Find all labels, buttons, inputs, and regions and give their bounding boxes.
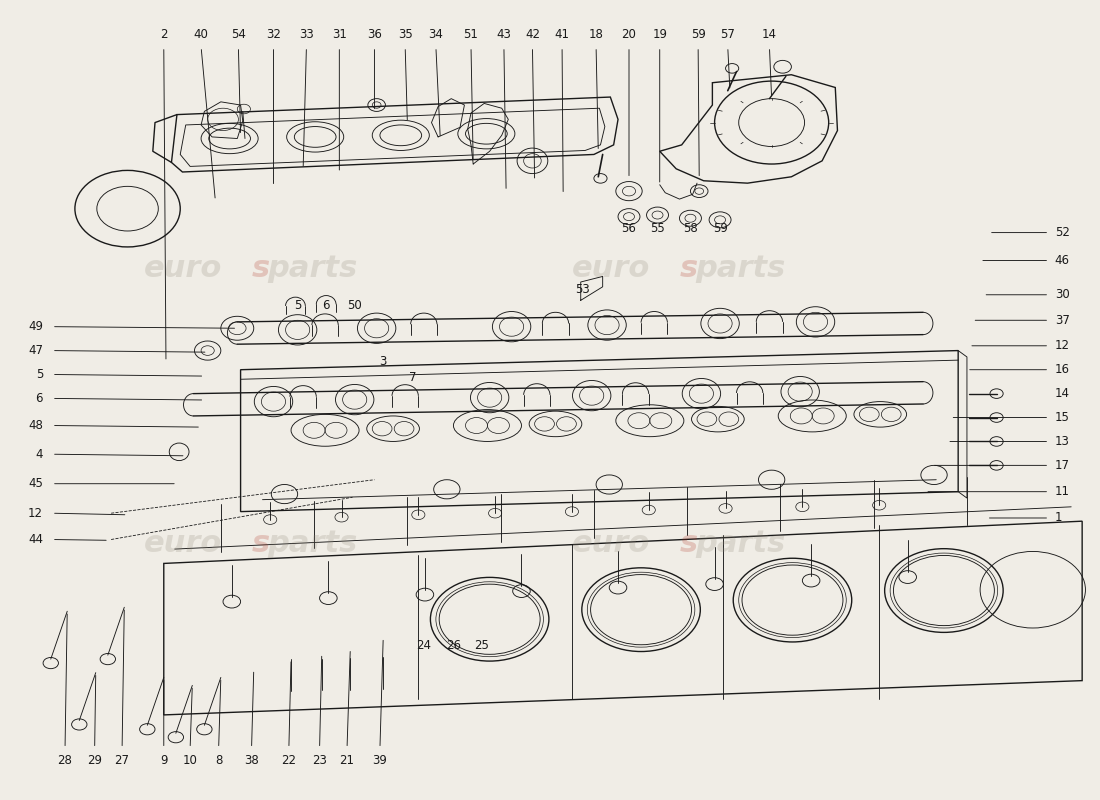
- Text: s: s: [252, 529, 270, 558]
- Text: 26: 26: [446, 639, 461, 652]
- Text: 46: 46: [1055, 254, 1069, 267]
- Text: 39: 39: [373, 754, 387, 767]
- Text: 57: 57: [720, 28, 735, 42]
- Text: 45: 45: [29, 478, 43, 490]
- Text: 7: 7: [409, 371, 417, 384]
- Text: 5: 5: [294, 299, 301, 313]
- Text: 35: 35: [398, 28, 412, 42]
- Text: 43: 43: [496, 28, 512, 42]
- Text: 13: 13: [1055, 435, 1069, 448]
- Text: 5: 5: [35, 368, 43, 381]
- Text: 52: 52: [1055, 226, 1069, 239]
- Text: 22: 22: [282, 754, 296, 767]
- Text: parts: parts: [695, 254, 785, 283]
- Text: 21: 21: [340, 754, 354, 767]
- Text: 2: 2: [160, 28, 167, 42]
- Text: 53: 53: [575, 283, 591, 297]
- Text: 59: 59: [713, 222, 727, 235]
- Text: 15: 15: [1055, 411, 1069, 424]
- Text: s: s: [680, 529, 697, 558]
- Text: 34: 34: [429, 28, 443, 42]
- Text: 58: 58: [683, 222, 697, 235]
- Text: 41: 41: [554, 28, 570, 42]
- Text: 8: 8: [214, 754, 222, 767]
- Text: 50: 50: [348, 299, 362, 313]
- Text: euro: euro: [572, 254, 650, 283]
- Text: 36: 36: [367, 28, 382, 42]
- Text: 9: 9: [160, 754, 167, 767]
- Text: 48: 48: [29, 419, 43, 432]
- Text: 30: 30: [1055, 288, 1069, 302]
- Text: 10: 10: [183, 754, 198, 767]
- Text: 11: 11: [1055, 485, 1069, 498]
- Text: parts: parts: [267, 254, 358, 283]
- Text: s: s: [680, 254, 697, 283]
- Text: 20: 20: [621, 28, 637, 42]
- Text: 38: 38: [244, 754, 258, 767]
- Text: 37: 37: [1055, 314, 1069, 326]
- Text: 1: 1: [1055, 511, 1063, 525]
- Text: 44: 44: [29, 533, 43, 546]
- Text: euro: euro: [144, 529, 222, 558]
- Text: 29: 29: [87, 754, 102, 767]
- Text: 56: 56: [621, 222, 637, 235]
- Text: 16: 16: [1055, 363, 1069, 376]
- Text: 32: 32: [266, 28, 280, 42]
- Text: 31: 31: [332, 28, 346, 42]
- Text: 54: 54: [231, 28, 245, 42]
- Text: 12: 12: [1055, 339, 1069, 352]
- Text: 33: 33: [299, 28, 314, 42]
- Text: euro: euro: [572, 529, 650, 558]
- Text: s: s: [252, 254, 270, 283]
- Text: 6: 6: [35, 392, 43, 405]
- Text: parts: parts: [267, 529, 358, 558]
- Text: 18: 18: [588, 28, 604, 42]
- Text: 19: 19: [652, 28, 668, 42]
- Text: 59: 59: [691, 28, 705, 42]
- Text: 51: 51: [463, 28, 478, 42]
- Text: 6: 6: [322, 299, 330, 313]
- Text: 3: 3: [379, 355, 387, 368]
- Text: 42: 42: [525, 28, 540, 42]
- Text: 47: 47: [29, 344, 43, 357]
- Text: 17: 17: [1055, 459, 1069, 472]
- Text: 55: 55: [650, 222, 664, 235]
- Text: parts: parts: [695, 529, 785, 558]
- Text: 4: 4: [35, 448, 43, 461]
- Text: 40: 40: [194, 28, 209, 42]
- Text: 14: 14: [1055, 387, 1069, 400]
- Text: 49: 49: [29, 320, 43, 333]
- Text: 28: 28: [57, 754, 73, 767]
- Text: euro: euro: [144, 254, 222, 283]
- Text: 25: 25: [474, 639, 490, 652]
- Text: 27: 27: [114, 754, 130, 767]
- Text: 14: 14: [762, 28, 777, 42]
- Text: 23: 23: [312, 754, 327, 767]
- Text: 24: 24: [416, 639, 431, 652]
- Text: 12: 12: [29, 506, 43, 520]
